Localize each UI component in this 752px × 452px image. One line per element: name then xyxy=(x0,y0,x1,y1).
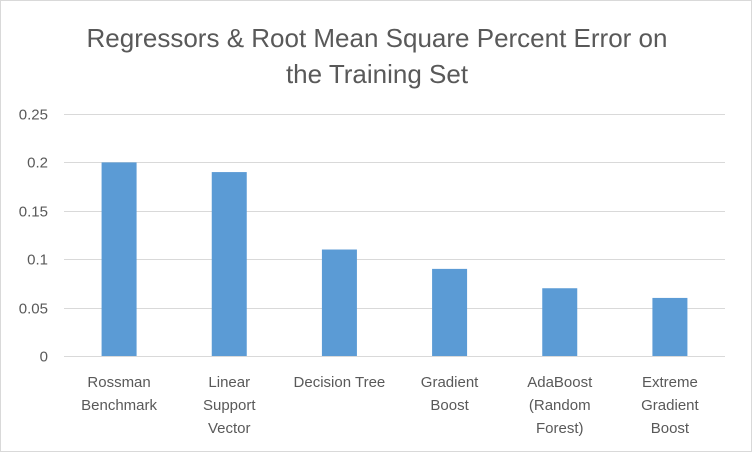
x-tick-label: Decision Tree xyxy=(294,374,386,391)
x-axis-ticks: Rossman Benchmark Linear Support Vector Decis… xyxy=(81,374,699,437)
x-tick-label: AdaBoost (Random Forest) xyxy=(527,374,593,437)
x-tick-label-line: Linear xyxy=(208,374,250,391)
x-tick-label: Gradient Boost xyxy=(421,374,479,414)
x-tick-label-line: AdaBoost xyxy=(527,374,593,391)
bar-5 xyxy=(652,297,688,356)
bar-1 xyxy=(211,172,247,356)
chart-title-line-2: the Training Set xyxy=(285,59,469,89)
x-tick-label-line: Boost xyxy=(651,420,690,437)
x-tick-label-line: (Random xyxy=(529,397,591,414)
x-tick-label-line: Vector xyxy=(208,420,251,437)
bar-0 xyxy=(101,162,137,356)
x-tick-label: Linear Support Vector xyxy=(203,374,256,437)
chart-title-line-1: Regressors & Root Mean Square Percent Er… xyxy=(86,23,668,53)
x-tick-label-line: Benchmark xyxy=(81,397,157,414)
x-tick-label-line: Boost xyxy=(430,397,469,414)
x-tick-label-line: Support xyxy=(203,397,256,414)
x-tick-label-line: Gradient xyxy=(641,397,699,414)
x-tick-label-line: Gradient xyxy=(421,374,479,391)
y-axis-ticks: 0 0.05 0.1 0.15 0.2 0.25 xyxy=(19,107,48,366)
x-tick-label-line: Decision Tree xyxy=(294,374,386,391)
y-tick-label: 0.25 xyxy=(19,107,48,124)
x-tick-label-line: Forest) xyxy=(536,420,584,437)
x-tick-label: Extreme Gradient Boost xyxy=(641,374,699,437)
y-tick-label: 0.05 xyxy=(19,301,48,318)
y-tick-label: 0.2 xyxy=(27,155,48,172)
y-tick-label: 0.1 xyxy=(27,252,48,269)
bars xyxy=(101,162,688,356)
bar-3 xyxy=(432,268,468,356)
x-tick-label-line: Extreme xyxy=(642,374,698,391)
x-tick-label-line: Rossman xyxy=(87,374,150,391)
x-tick-label: Rossman Benchmark xyxy=(81,374,157,414)
bar-2 xyxy=(321,249,357,356)
y-tick-label: 0 xyxy=(40,349,48,366)
y-tick-label: 0.15 xyxy=(19,204,48,221)
bar-4 xyxy=(542,288,578,356)
gridlines xyxy=(64,114,725,357)
